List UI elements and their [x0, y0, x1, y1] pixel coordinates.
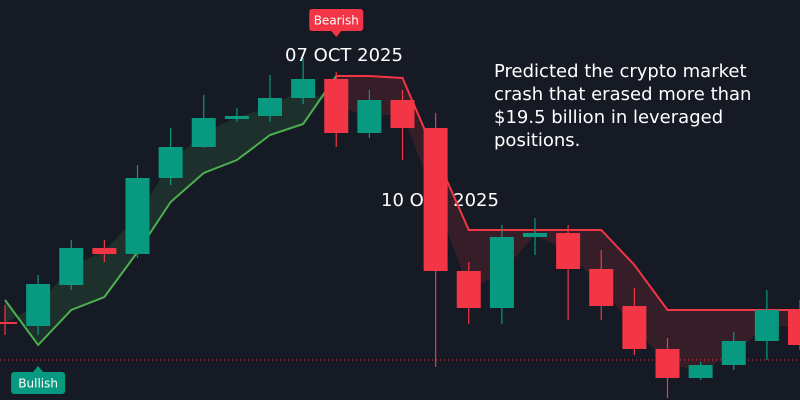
- candle-body: [191, 118, 216, 147]
- candle-body: [523, 233, 547, 237]
- candle-body: [556, 233, 581, 269]
- candle-body: [456, 271, 481, 308]
- candle-body: [158, 147, 183, 178]
- trend-line: [4, 75, 338, 347]
- candle-body: [655, 349, 680, 378]
- candle-body: [357, 100, 382, 133]
- candle-body: [721, 341, 746, 365]
- candle-body: [788, 310, 800, 345]
- candle-body: [423, 128, 448, 271]
- candle-body: [489, 237, 514, 308]
- candle-body: [0, 322, 17, 324]
- candle-body: [125, 178, 150, 254]
- candle-body: [291, 79, 316, 98]
- candle-body: [390, 100, 415, 128]
- candle-body: [324, 79, 349, 133]
- candle-body: [258, 98, 282, 116]
- note-line: positions.: [494, 130, 580, 151]
- candle-body: [59, 248, 84, 285]
- signal-badge: [11, 372, 66, 394]
- candle-body: [622, 306, 647, 349]
- note-line: $19.5 billion in leveraged: [494, 107, 723, 128]
- trend-fill: [336, 76, 800, 372]
- signal-label: Bearish: [314, 14, 359, 28]
- note-line: Predicted the crypto market: [494, 61, 747, 82]
- signal-label: Bullish: [18, 377, 58, 391]
- signal-pointer: [331, 31, 342, 37]
- candle-body: [589, 269, 614, 306]
- signal-pointer: [33, 366, 44, 372]
- candle-body: [224, 116, 249, 119]
- candle-body: [26, 284, 51, 326]
- annotation: 07 OCT 2025: [285, 45, 403, 66]
- candle-body: [754, 310, 779, 341]
- trend-fill: [5, 76, 337, 345]
- note-line: crash that erased more than: [494, 84, 751, 105]
- candle-body: [92, 248, 117, 254]
- signal-badge: [309, 9, 364, 31]
- candle-body: [688, 365, 713, 378]
